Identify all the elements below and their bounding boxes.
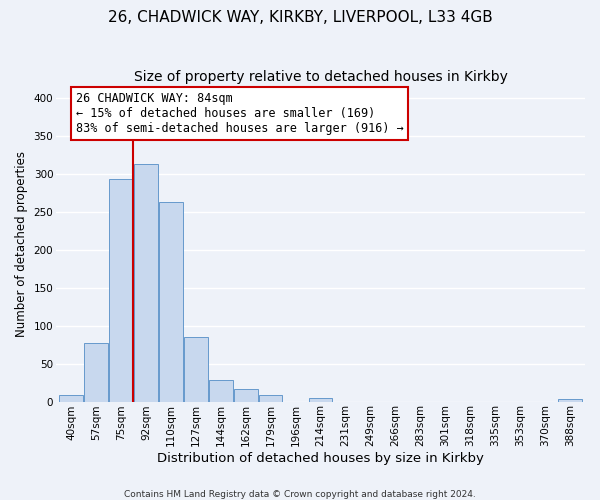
Bar (134, 164, 158, 402)
Y-axis label: Number of detached properties: Number of detached properties (15, 151, 28, 337)
Bar (84, 343, 108, 402)
Bar (184, 337, 208, 402)
Title: Size of property relative to detached houses in Kirkby: Size of property relative to detached ho… (134, 70, 508, 84)
Bar (109, 179, 133, 402)
Bar (209, 380, 233, 402)
Text: 26, CHADWICK WAY, KIRKBY, LIVERPOOL, L33 4GB: 26, CHADWICK WAY, KIRKBY, LIVERPOOL, L33… (107, 10, 493, 25)
Text: Contains HM Land Registry data © Crown copyright and database right 2024.: Contains HM Land Registry data © Crown c… (124, 490, 476, 499)
X-axis label: Distribution of detached houses by size in Kirkby: Distribution of detached houses by size … (157, 452, 484, 465)
Bar (558, 400, 582, 402)
Bar (59, 396, 83, 402)
Bar (159, 202, 182, 402)
Bar (308, 398, 332, 402)
Bar (234, 390, 257, 402)
Text: 26 CHADWICK WAY: 84sqm
← 15% of detached houses are smaller (169)
83% of semi-de: 26 CHADWICK WAY: 84sqm ← 15% of detached… (76, 92, 403, 135)
Bar (259, 396, 283, 402)
